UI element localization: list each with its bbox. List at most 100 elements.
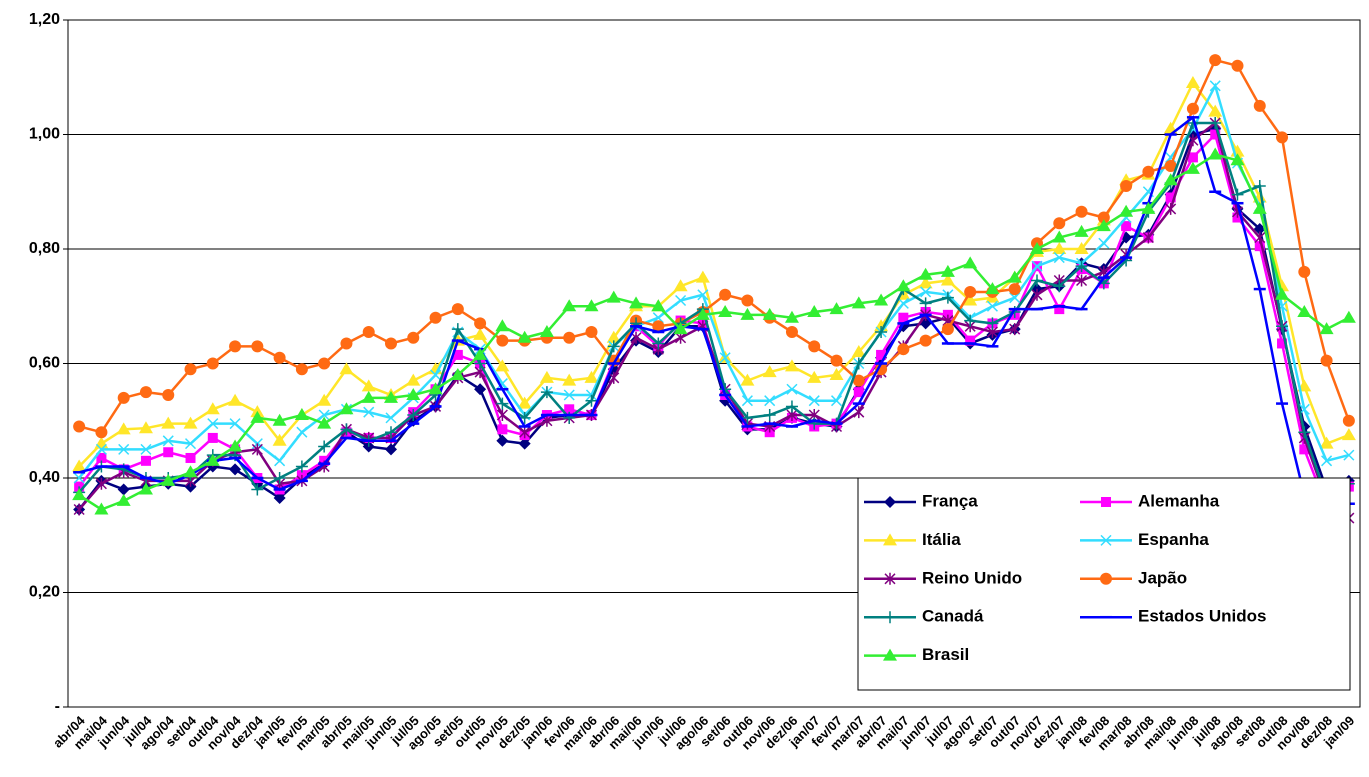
marker [652,312,664,324]
marker [72,459,87,472]
marker [1253,180,1266,193]
marker [1341,310,1356,323]
marker [362,326,375,339]
marker [117,391,130,404]
marker [518,437,531,450]
marker [207,432,218,443]
marker [251,483,264,496]
marker [918,276,933,289]
marker [385,426,397,439]
marker [563,331,576,344]
marker [407,409,420,422]
marker [852,374,865,387]
marker [273,492,286,505]
marker [406,387,421,400]
marker [896,279,911,292]
marker [495,359,510,372]
marker [1299,444,1310,455]
marker [317,393,332,406]
marker [251,443,263,456]
marker [1030,242,1044,254]
marker [1208,104,1223,117]
marker [473,327,488,340]
marker [1074,242,1089,254]
marker [884,496,896,508]
marker [584,299,599,312]
marker [539,370,554,383]
marker [829,302,844,315]
marker [963,293,978,306]
legend-label: Itália [922,530,961,549]
marker [117,483,130,496]
marker [1209,54,1222,67]
marker [361,390,376,403]
marker [497,424,508,435]
marker [318,357,331,370]
marker [941,291,954,304]
marker [1008,283,1021,296]
marker [741,395,753,407]
marker [1208,147,1223,160]
marker [274,455,286,467]
legend-label: França [922,491,978,510]
marker [451,323,464,336]
marker [206,357,219,370]
marker [740,307,755,320]
marker [964,285,977,298]
marker [919,297,932,310]
marker [1053,252,1065,264]
series-line [78,58,1351,434]
marker [807,370,822,383]
marker [96,452,107,463]
marker [884,611,896,624]
marker [606,330,621,343]
marker [764,395,776,407]
marker [941,323,954,336]
marker [853,387,864,398]
marker [830,354,843,367]
marker [740,373,755,386]
marker [272,433,287,446]
marker [963,256,978,269]
y-tick-label: 0,60 [29,355,60,372]
marker [1007,270,1022,283]
y-tick-label: 1,20 [29,11,60,28]
marker [452,349,463,360]
marker [430,369,442,381]
marker [162,388,175,401]
marker [562,373,577,386]
marker [340,337,353,350]
marker [718,304,733,317]
y-tick-label: 0,80 [29,240,60,257]
marker [965,335,976,346]
marker [1252,201,1267,214]
marker [807,304,822,317]
marker [73,503,85,516]
marker [228,393,243,406]
marker [918,267,933,280]
marker [496,378,508,390]
marker [1185,75,1200,88]
marker [385,443,397,456]
marker [741,294,754,307]
marker [786,383,798,395]
marker [1342,414,1355,427]
marker [562,299,577,312]
y-tick-label: 1,00 [29,126,60,143]
marker [540,386,553,399]
marker [940,273,955,286]
marker [361,379,376,392]
marker [1186,102,1199,115]
marker [229,463,242,476]
marker [883,533,897,546]
marker [205,402,220,415]
marker [1275,287,1290,300]
marker [1097,211,1110,224]
marker [884,572,896,585]
marker [830,395,843,407]
marker [318,409,330,421]
marker [851,296,866,309]
marker [1277,338,1288,349]
marker [1101,497,1111,507]
marker [428,382,443,395]
